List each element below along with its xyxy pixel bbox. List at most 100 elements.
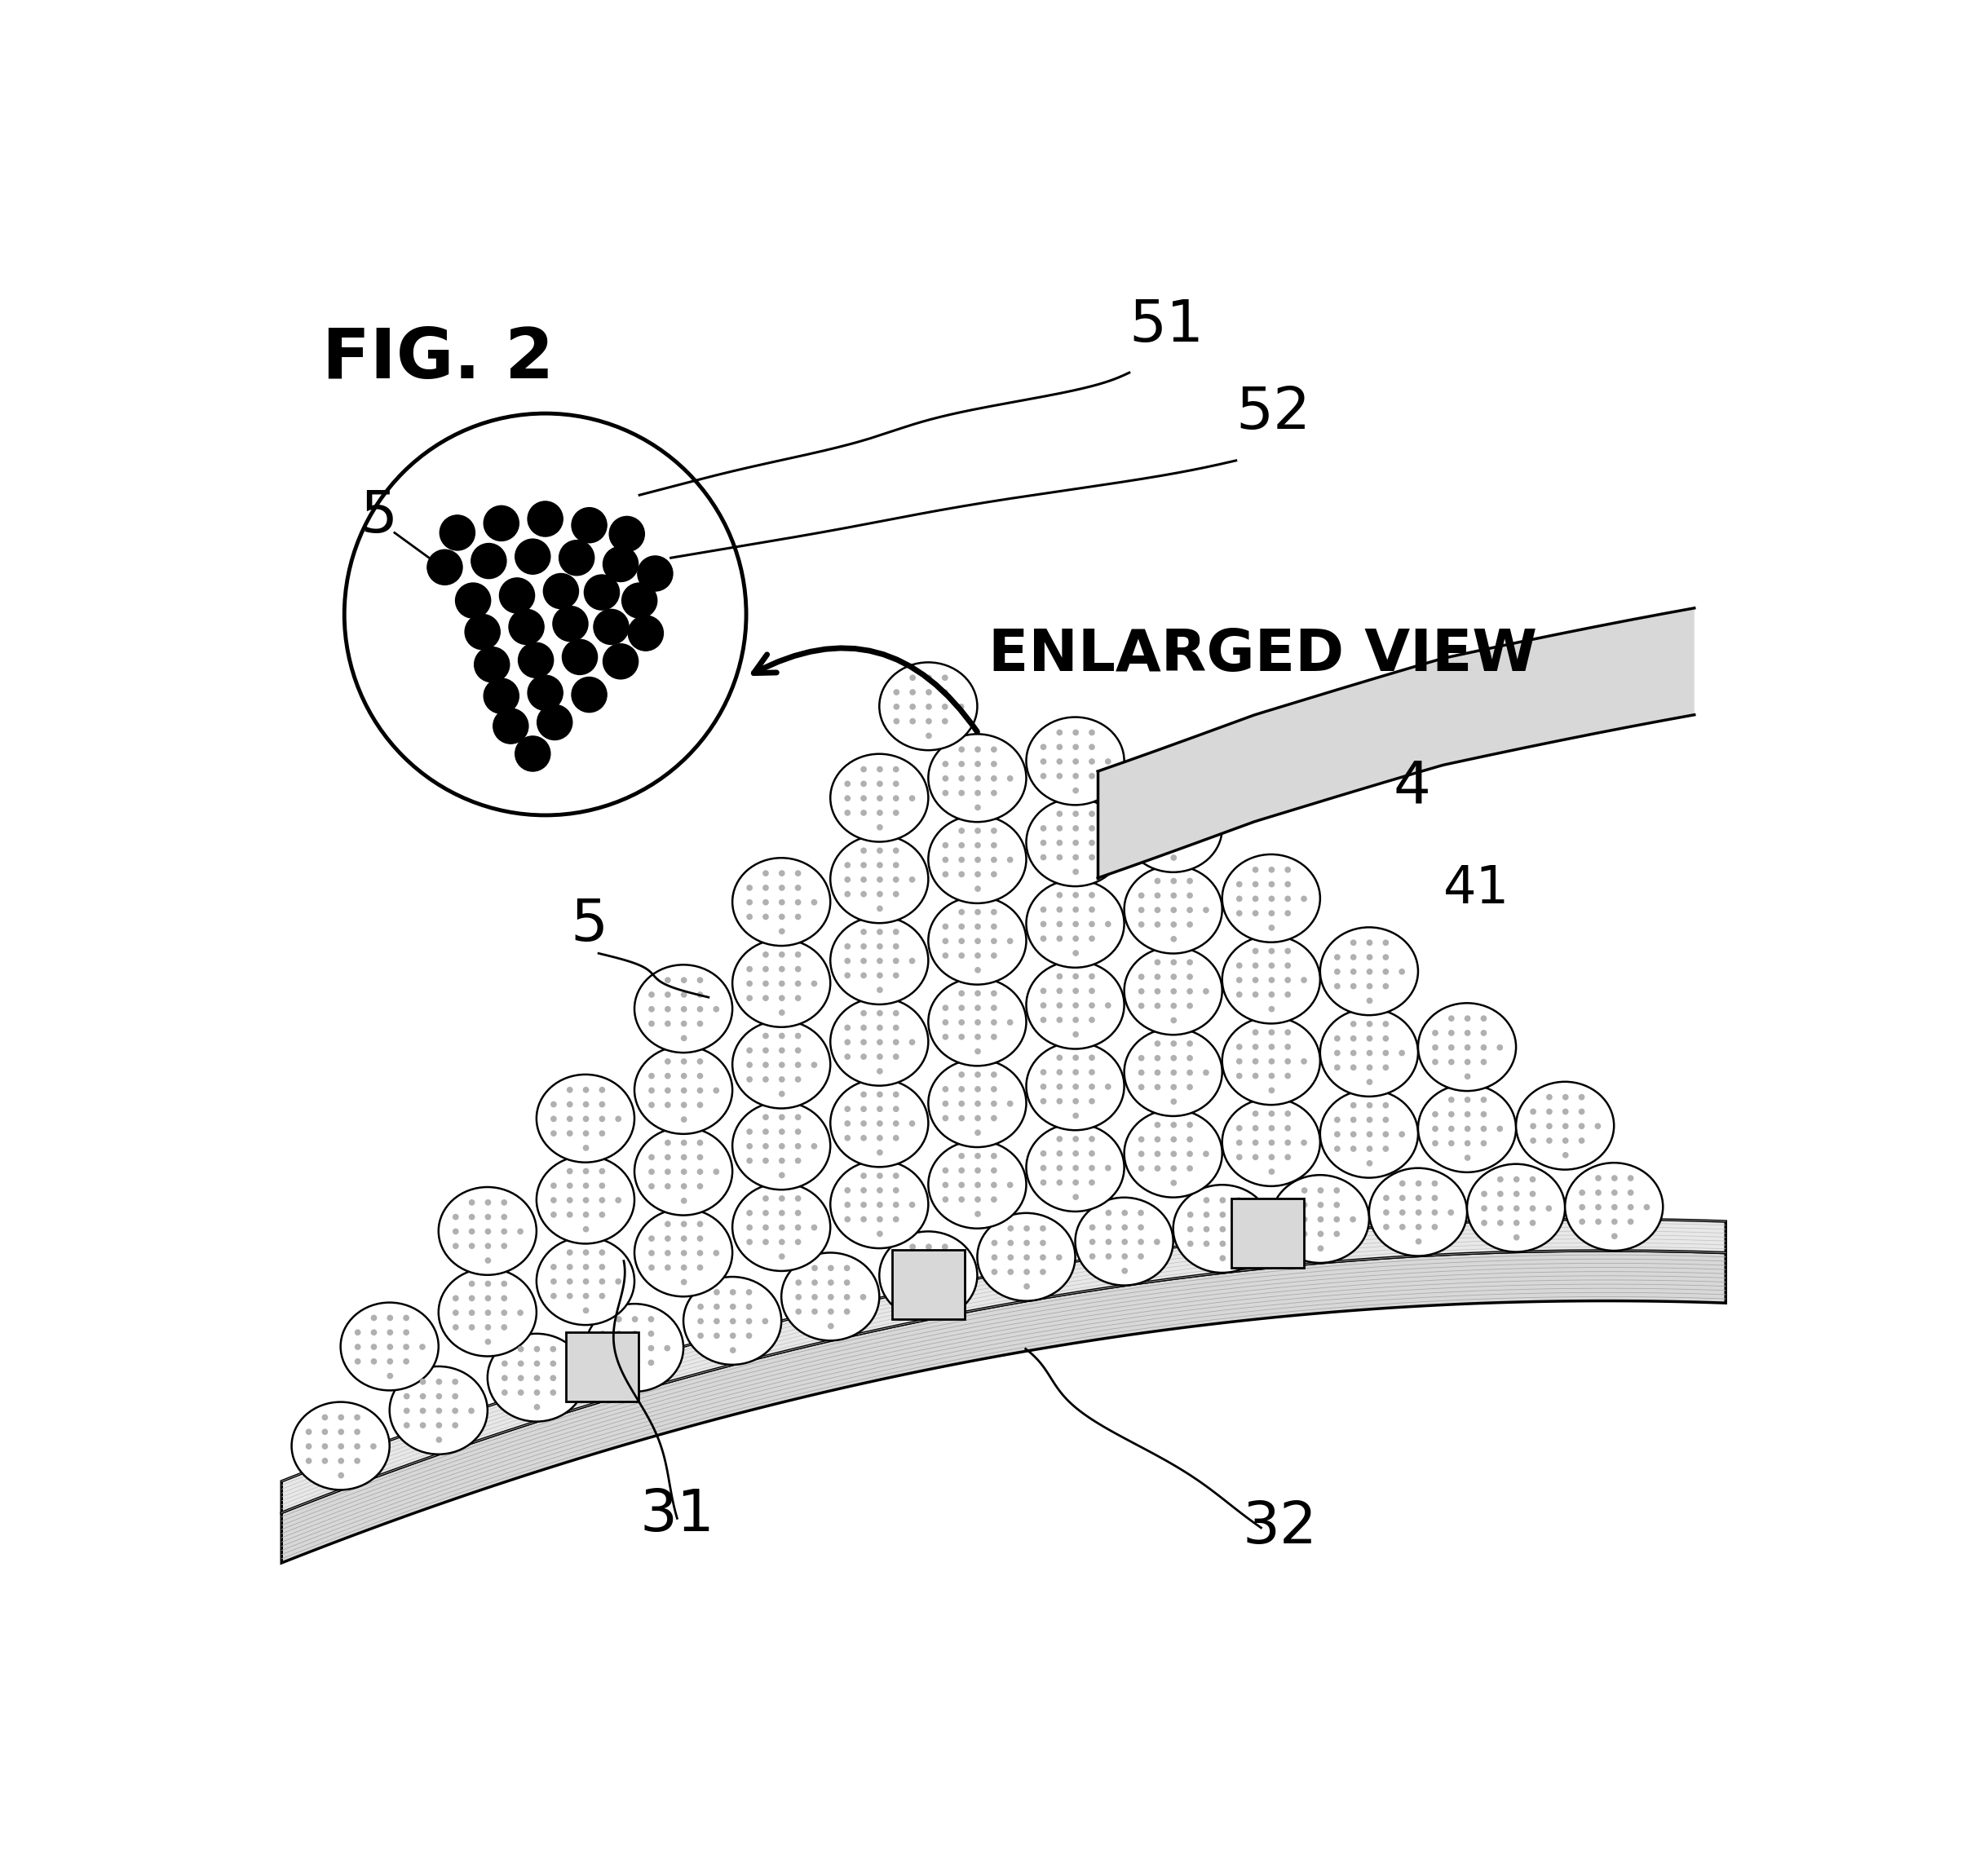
Circle shape xyxy=(975,923,981,930)
Circle shape xyxy=(1285,977,1291,983)
Circle shape xyxy=(1073,974,1079,979)
Circle shape xyxy=(1220,1212,1226,1218)
Circle shape xyxy=(353,1415,361,1420)
Circle shape xyxy=(681,1101,687,1109)
Circle shape xyxy=(485,679,518,713)
Circle shape xyxy=(1464,1111,1472,1118)
Circle shape xyxy=(598,1278,604,1285)
Circle shape xyxy=(1464,1045,1472,1051)
Circle shape xyxy=(500,1309,508,1315)
Circle shape xyxy=(810,1225,818,1231)
Circle shape xyxy=(469,1214,475,1219)
Circle shape xyxy=(1040,773,1046,779)
Circle shape xyxy=(779,885,785,891)
Circle shape xyxy=(991,1197,997,1203)
Circle shape xyxy=(1154,921,1162,927)
Circle shape xyxy=(453,1242,459,1249)
Circle shape xyxy=(844,1105,852,1112)
Circle shape xyxy=(1040,1268,1046,1276)
Circle shape xyxy=(844,1216,852,1223)
Circle shape xyxy=(665,1264,671,1270)
Circle shape xyxy=(600,1345,606,1351)
Circle shape xyxy=(926,688,932,696)
Circle shape xyxy=(877,848,883,854)
Circle shape xyxy=(1138,1150,1144,1157)
Circle shape xyxy=(1171,1180,1177,1186)
Text: FIG. 2: FIG. 2 xyxy=(322,326,553,394)
Circle shape xyxy=(908,1120,914,1127)
Ellipse shape xyxy=(1222,854,1320,942)
Circle shape xyxy=(1154,893,1162,899)
Circle shape xyxy=(779,870,785,876)
Circle shape xyxy=(453,1309,459,1315)
Circle shape xyxy=(910,704,916,709)
Circle shape xyxy=(469,1294,475,1302)
Circle shape xyxy=(665,1088,671,1094)
Circle shape xyxy=(991,762,997,767)
Circle shape xyxy=(485,507,518,540)
Circle shape xyxy=(1236,1139,1242,1146)
Circle shape xyxy=(795,1279,802,1285)
Circle shape xyxy=(893,929,899,934)
Circle shape xyxy=(844,876,852,884)
Circle shape xyxy=(1154,1150,1162,1157)
Circle shape xyxy=(877,959,883,964)
Circle shape xyxy=(697,1006,702,1013)
Ellipse shape xyxy=(1124,784,1222,872)
Circle shape xyxy=(1383,1116,1389,1124)
Circle shape xyxy=(681,1169,687,1174)
Circle shape xyxy=(583,1086,589,1094)
Circle shape xyxy=(451,1394,459,1399)
Circle shape xyxy=(436,1407,441,1415)
Circle shape xyxy=(1056,1097,1063,1105)
Circle shape xyxy=(1073,1017,1079,1022)
Circle shape xyxy=(1350,1216,1356,1223)
Circle shape xyxy=(1089,974,1095,979)
Circle shape xyxy=(1089,745,1095,750)
Circle shape xyxy=(1513,1234,1521,1240)
Circle shape xyxy=(583,1116,589,1122)
Circle shape xyxy=(1464,1141,1472,1146)
Circle shape xyxy=(1203,989,1209,994)
Circle shape xyxy=(1056,936,1063,942)
Circle shape xyxy=(1530,1191,1536,1197)
Circle shape xyxy=(908,876,914,884)
Circle shape xyxy=(518,643,553,677)
Circle shape xyxy=(1252,962,1258,968)
Circle shape xyxy=(1285,895,1291,902)
Circle shape xyxy=(893,1203,899,1208)
Circle shape xyxy=(1171,893,1177,899)
Circle shape xyxy=(1562,1094,1568,1099)
Circle shape xyxy=(1007,938,1012,944)
Circle shape xyxy=(1203,1069,1209,1075)
Circle shape xyxy=(1464,1126,1472,1131)
Circle shape xyxy=(632,1317,638,1323)
Circle shape xyxy=(1089,1069,1095,1075)
Circle shape xyxy=(1269,947,1275,955)
Circle shape xyxy=(1432,1210,1438,1216)
Circle shape xyxy=(1073,921,1079,927)
Circle shape xyxy=(975,857,981,863)
Circle shape xyxy=(1415,1180,1422,1188)
Bar xyxy=(565,1332,638,1401)
Circle shape xyxy=(877,824,883,831)
Circle shape xyxy=(697,1221,702,1227)
Circle shape xyxy=(616,1197,622,1203)
Ellipse shape xyxy=(1566,1163,1664,1251)
Circle shape xyxy=(991,827,997,835)
Circle shape xyxy=(1138,840,1144,846)
Circle shape xyxy=(1056,1255,1061,1261)
Circle shape xyxy=(1105,1084,1110,1090)
Circle shape xyxy=(647,1317,653,1323)
Circle shape xyxy=(1546,1094,1552,1099)
Circle shape xyxy=(942,842,948,848)
Circle shape xyxy=(730,1304,736,1309)
Ellipse shape xyxy=(1124,947,1222,1036)
Circle shape xyxy=(1056,1069,1063,1075)
Circle shape xyxy=(681,1279,687,1285)
Circle shape xyxy=(1285,882,1291,887)
Circle shape xyxy=(647,1006,655,1013)
Ellipse shape xyxy=(1320,1009,1419,1096)
Circle shape xyxy=(1269,1073,1275,1079)
Circle shape xyxy=(844,944,852,949)
